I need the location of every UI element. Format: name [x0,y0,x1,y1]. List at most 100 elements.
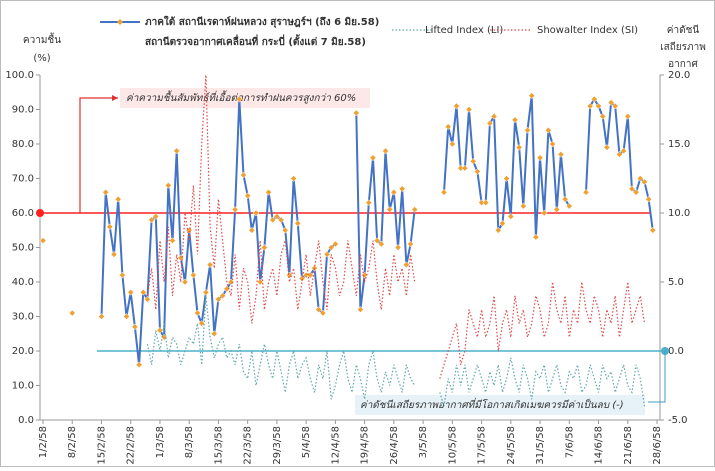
data-point [444,123,452,131]
x-tick-label: 1/2/58 [38,426,49,458]
data-point [486,119,494,127]
reference-dot [36,209,44,217]
x-tick-label: 22/2/58 [126,426,137,465]
data-point [603,144,611,151]
data-point [357,306,364,313]
x-tick-label: 15/3/58 [213,426,224,465]
data-point [139,288,147,296]
data-point [586,102,594,110]
x-tick-label: 8/2/58 [67,426,78,458]
data-point [590,95,598,103]
data-point [269,216,277,224]
y-tick-label: 70.0 [12,174,34,185]
x-tick-label: 26/4/58 [389,426,400,465]
x-tick-label: 15/2/58 [96,426,107,465]
y2-axis-title: อากาศ [668,59,698,70]
y-tick-label: 0.0 [18,415,34,426]
annotation-bracket [648,351,666,403]
data-point [515,144,523,151]
data-point [649,226,657,234]
data-point [352,109,360,117]
legend-label: Lifted Index (LI) [425,25,503,36]
data-point [315,306,323,313]
y-tick-label: 50.0 [12,243,34,254]
data-point [382,147,389,155]
data-point [240,171,247,179]
data-point [595,102,602,110]
data-point [411,206,419,213]
data-point [215,295,222,303]
y-tick-label: 100.0 [5,70,34,81]
data-point [403,261,410,269]
data-point [386,206,394,213]
data-point [365,199,373,207]
x-tick-label: 19/4/58 [360,426,371,465]
y2-tick-label: -5.0 [668,415,688,426]
data-point [369,154,377,162]
data-point [273,213,281,220]
data-point [294,219,302,227]
data-point [119,271,126,279]
data-point [628,185,636,193]
data-point [290,175,297,182]
data-point [553,206,561,213]
y-tick-label: 30.0 [12,312,34,323]
data-point [645,195,652,203]
data-point [135,361,143,369]
data-point [110,251,118,258]
data-point [632,188,640,196]
data-point [582,188,590,196]
annotation-bracket [79,97,118,213]
data-point [528,92,536,100]
data-point [519,202,527,210]
data-point [461,164,469,172]
data-point [532,233,540,241]
y-tick-label: 40.0 [12,277,34,288]
data-point [499,219,506,227]
annotation-box [355,395,645,415]
data-point [561,195,569,203]
data-point [599,113,607,120]
data-point [152,213,160,220]
data-point [511,116,519,124]
data-point [407,240,414,248]
data-point [39,237,47,244]
data-point [398,185,406,193]
annotation-box [120,88,370,108]
data-point [524,126,531,134]
legend-label: ภาคใต้ สถานีเรดาห์ฝนหลวง สุราษฎร์ฯ (ถึง … [145,15,379,28]
y-axis-title: (%) [33,53,50,64]
legend-label: Showalter Index (SI) [537,25,638,36]
arrow-head [112,95,118,101]
x-tick-label: 5/4/58 [301,426,312,458]
data-point [144,295,151,303]
data-point [102,188,110,196]
y2-axis-title: ค่าดัชนี [667,24,700,36]
data-point [490,113,498,120]
y2-tick-label: 0.0 [668,346,684,357]
x-tick-label: 24/5/58 [506,426,517,465]
data-point [465,106,473,113]
data-point [536,154,544,162]
legend-marker [117,19,123,25]
data-point [319,309,327,317]
annotation: ค่าความชื้นสัมพัทธ์ที่เอื้อต่อการทำฝนควร… [126,90,356,104]
data-point [540,209,548,217]
data-point [323,251,331,258]
data-point [219,292,226,300]
y-axis-title: ความชื้น [23,32,61,46]
x-tick-label: 31/5/58 [535,426,546,465]
data-point [611,102,619,110]
data-point [127,288,135,296]
data-point [607,99,615,106]
x-tick-label: 17/5/58 [477,426,488,465]
x-tick-label: 1/3/58 [155,426,166,458]
data-point [440,188,448,196]
data-point [277,216,285,224]
x-tick-label: 7/6/58 [564,426,575,458]
data-point [210,330,218,338]
data-point [169,237,176,244]
x-tick-label: 29/3/58 [272,426,283,465]
